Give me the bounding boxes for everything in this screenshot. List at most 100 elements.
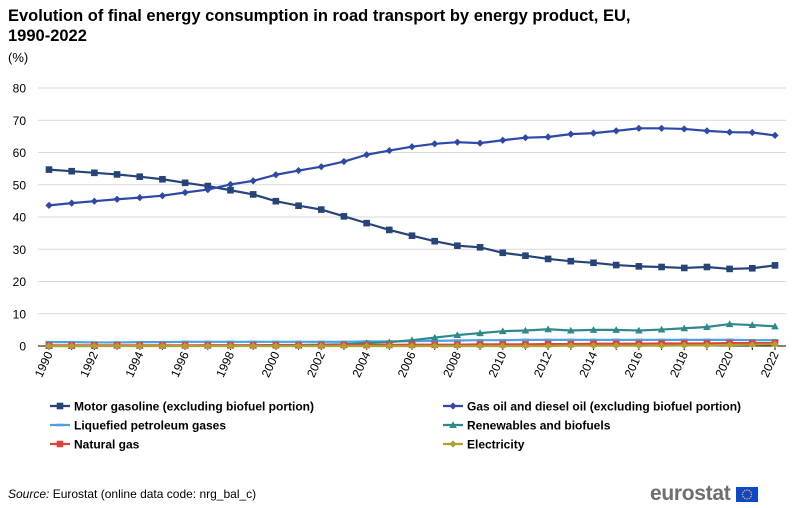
data-point [204, 342, 212, 350]
data-point [635, 263, 643, 270]
data-point [521, 134, 530, 142]
eu-flag-star [749, 489, 751, 491]
data-point [226, 180, 235, 189]
data-point [68, 199, 76, 207]
data-point [771, 322, 779, 330]
data-point [136, 342, 144, 350]
data-point [363, 342, 371, 350]
data-point [703, 323, 711, 330]
data-point [726, 341, 734, 349]
eu-flag-background [736, 486, 759, 502]
data-point [612, 326, 620, 333]
y-tick-label: 30 [13, 243, 27, 257]
data-point [544, 325, 552, 333]
y-tick-label: 20 [13, 275, 27, 289]
data-point [430, 333, 439, 341]
eu-flag-star [751, 493, 753, 495]
source-text: Eurostat (online data code: nrg_bal_c) [52, 487, 257, 501]
x-tick-label: 2014 [576, 349, 600, 379]
data-point [748, 321, 757, 329]
eu-flag-star [744, 497, 746, 499]
data-point [453, 138, 461, 146]
data-point [612, 127, 620, 135]
data-point [680, 341, 688, 349]
data-point [317, 163, 325, 171]
data-point [408, 143, 416, 151]
data-point [657, 124, 666, 132]
legend-swatch-marker [449, 421, 457, 428]
legend-label: Renewables and biofuels [467, 419, 611, 433]
data-point [272, 171, 280, 179]
data-point [749, 264, 756, 272]
data-point [226, 342, 235, 350]
data-point [703, 127, 711, 135]
data-point [294, 166, 303, 175]
data-point [181, 179, 189, 187]
eu-flag-star [749, 497, 751, 499]
chart-title: Evolution of final energy consumption in… [8, 7, 631, 45]
y-axis-unit-label: (%) [8, 50, 29, 65]
y-tick-label: 60 [13, 146, 27, 160]
x-tick-label: 1994 [122, 349, 146, 379]
data-point [725, 320, 734, 328]
data-point [680, 264, 688, 272]
data-point [272, 342, 280, 350]
data-point [476, 139, 484, 147]
eu-flag-star [750, 491, 753, 493]
data-point [635, 342, 643, 350]
data-point [476, 342, 484, 350]
y-tick-label: 0 [19, 340, 26, 354]
data-point [476, 244, 484, 251]
data-point [158, 192, 167, 200]
data-point [158, 342, 167, 350]
data-point [317, 206, 325, 213]
legend-swatch-marker [56, 440, 64, 448]
data-point [771, 340, 779, 348]
data-point [136, 173, 144, 180]
data-point [204, 185, 212, 194]
eu-flag-star [742, 491, 745, 493]
data-point [68, 342, 76, 350]
y-tick-label: 80 [13, 82, 27, 96]
data-point [249, 177, 257, 185]
data-point [521, 326, 530, 334]
data-point [453, 342, 461, 350]
legend-label: Liquefied petroleum gases [74, 419, 226, 433]
data-point [589, 326, 598, 333]
eu-flag-star [742, 495, 745, 497]
data-point [113, 171, 121, 178]
data-point [748, 341, 756, 349]
data-point [567, 257, 575, 265]
line-chart: 0 10 20 30 40 50 60 70 80 1990 1992 1994 1996 1998 200… [13, 82, 786, 452]
x-tick-label: 2006 [395, 349, 419, 379]
legend-swatch-marker [449, 402, 457, 410]
data-point [453, 331, 462, 339]
source-note: Source: Eurostat (online data code: nrg_… [8, 487, 256, 501]
data-point [680, 125, 688, 133]
legend-label: Motor gasoline (excluding biofuel portio… [74, 400, 314, 414]
data-point [227, 186, 234, 194]
data-point [386, 226, 393, 234]
data-point [340, 213, 348, 220]
eu-flag-stars [742, 488, 753, 500]
eu-flag-star [742, 493, 744, 495]
data-point [521, 342, 530, 350]
data-point [340, 342, 348, 350]
data-point [544, 342, 552, 350]
eurostat-logo: eurostat [650, 482, 759, 506]
data-point [658, 263, 665, 271]
data-point [363, 219, 370, 227]
data-point [567, 342, 575, 350]
data-point [476, 329, 484, 337]
data-point [499, 249, 507, 257]
data-point [612, 261, 620, 269]
data-point [249, 191, 257, 198]
x-tick-label: 2000 [259, 349, 283, 379]
eu-flag-icon [736, 486, 759, 502]
data-point [612, 342, 620, 350]
data-point [272, 197, 280, 205]
data-point [431, 342, 439, 350]
data-point [90, 342, 98, 350]
data-point [635, 326, 643, 334]
x-tick-label: 2020 [712, 349, 736, 379]
